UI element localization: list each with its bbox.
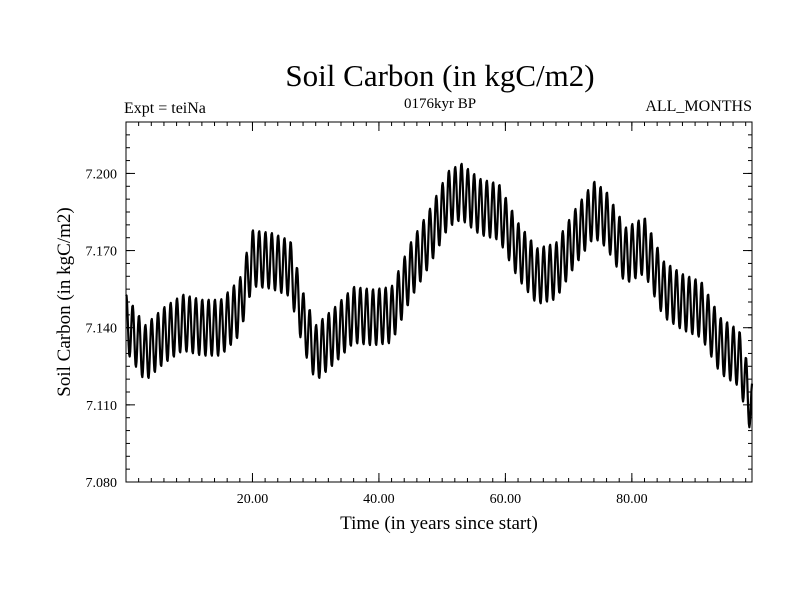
x-axis-label: Time (in years since start) — [340, 513, 538, 534]
y-axis-label: Soil Carbon (in kgC/m2) — [54, 207, 75, 396]
x-tick-label: 20.00 — [237, 492, 269, 507]
x-tick-label: 80.00 — [616, 492, 648, 507]
experiment-label: Expt = teiNa — [124, 100, 206, 117]
y-tick-label: 7.170 — [86, 245, 118, 260]
y-tick-label: 7.200 — [86, 167, 118, 182]
chart-title: Soil Carbon (in kgC/m2) — [285, 58, 595, 93]
y-tick-label: 7.110 — [86, 399, 117, 414]
y-tick-label: 7.140 — [86, 322, 118, 337]
y-tick-label: 7.080 — [86, 476, 118, 491]
x-tick-label: 60.00 — [490, 492, 522, 507]
series-line-soil-carbon — [125, 162, 754, 429]
months-label: ALL_MONTHS — [645, 98, 752, 115]
x-tick-label: 40.00 — [363, 492, 395, 507]
period-label: 0176kyr BP — [403, 96, 477, 112]
